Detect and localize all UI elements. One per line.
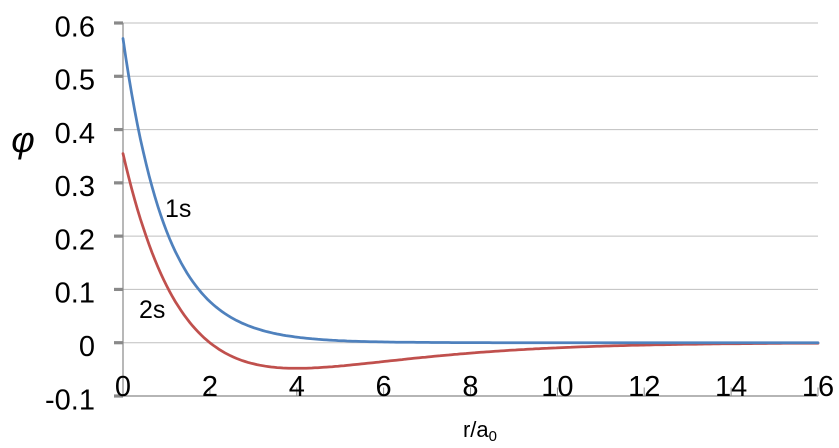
svg-text:0: 0 xyxy=(115,371,131,403)
svg-text:φ: φ xyxy=(11,119,34,160)
svg-text:0.5: 0.5 xyxy=(55,65,95,97)
svg-text:2s: 2s xyxy=(139,296,165,324)
svg-text:12: 12 xyxy=(628,371,660,403)
svg-text:0: 0 xyxy=(79,331,95,363)
svg-text:0.3: 0.3 xyxy=(55,171,95,203)
svg-text:6: 6 xyxy=(376,371,392,403)
svg-text:0.1: 0.1 xyxy=(55,278,95,310)
svg-text:0.2: 0.2 xyxy=(55,224,95,256)
svg-text:10: 10 xyxy=(541,371,573,403)
svg-text:0.6: 0.6 xyxy=(55,11,95,43)
svg-text:16: 16 xyxy=(802,371,834,403)
svg-text:0.4: 0.4 xyxy=(55,118,95,150)
svg-text:2: 2 xyxy=(202,371,218,403)
svg-text:-0.1: -0.1 xyxy=(45,384,95,416)
svg-text:1s: 1s xyxy=(165,195,191,223)
svg-text:8: 8 xyxy=(462,371,478,403)
svg-text:4: 4 xyxy=(289,371,305,403)
svg-text:14: 14 xyxy=(715,371,747,403)
